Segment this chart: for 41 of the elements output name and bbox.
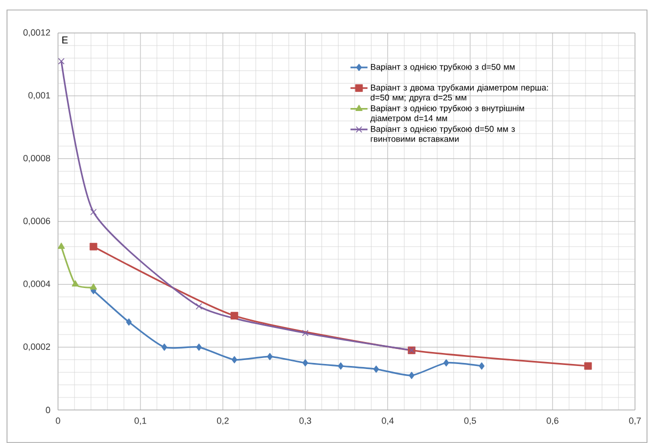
point [338, 362, 344, 370]
point [230, 312, 238, 320]
point [478, 362, 484, 370]
point [196, 303, 202, 310]
point [58, 58, 65, 64]
point [373, 366, 379, 373]
x-tick-label: 0,2 [216, 418, 229, 425]
point [162, 344, 168, 351]
y-tick-label: 0 [46, 406, 50, 414]
y-tick-label: 0,0006 [23, 218, 50, 226]
legend-label: Варіант з однією трубкою d=50 мм з гвинтовими вставками [370, 126, 515, 142]
y-tick-label: 0,0008 [23, 154, 50, 162]
point [443, 359, 450, 366]
x-tick-label: 0,7 [629, 418, 641, 425]
y-axis-title: E [62, 36, 68, 44]
point [302, 330, 309, 336]
x-tick-label: 0,3 [299, 418, 312, 425]
y-tick-label: 0,0012 [23, 29, 50, 37]
point [126, 318, 132, 326]
point [90, 208, 97, 216]
point [58, 242, 65, 249]
point [302, 359, 308, 366]
x-tick-label: 0,1 [134, 418, 146, 425]
y-tick-label: 0,0002 [23, 343, 50, 351]
legend-label: Варіант з однією трубкою з внутрішнім діаметром d=14 мм [370, 104, 524, 123]
point [196, 344, 202, 351]
y-tick-label: 0,0004 [23, 280, 50, 288]
legend-label: Варіант з двома трубками діаметром перша: d=50 мм; друга d=25 мм [370, 84, 548, 102]
point [232, 356, 238, 364]
x-tick-label: 0,5 [464, 418, 476, 425]
point [267, 352, 273, 360]
point [90, 283, 97, 290]
x-tick-label: 0 [56, 418, 60, 424]
legend-label: Варіант з однією трубкою з d=50 мм [370, 64, 515, 72]
point [72, 280, 79, 287]
y-tick-label: 0,001 [28, 92, 50, 100]
point [584, 362, 592, 370]
point [408, 372, 414, 380]
x-tick-label: 0,6 [546, 418, 558, 425]
point [90, 242, 98, 250]
x-tick-label: 0,4 [382, 418, 394, 425]
